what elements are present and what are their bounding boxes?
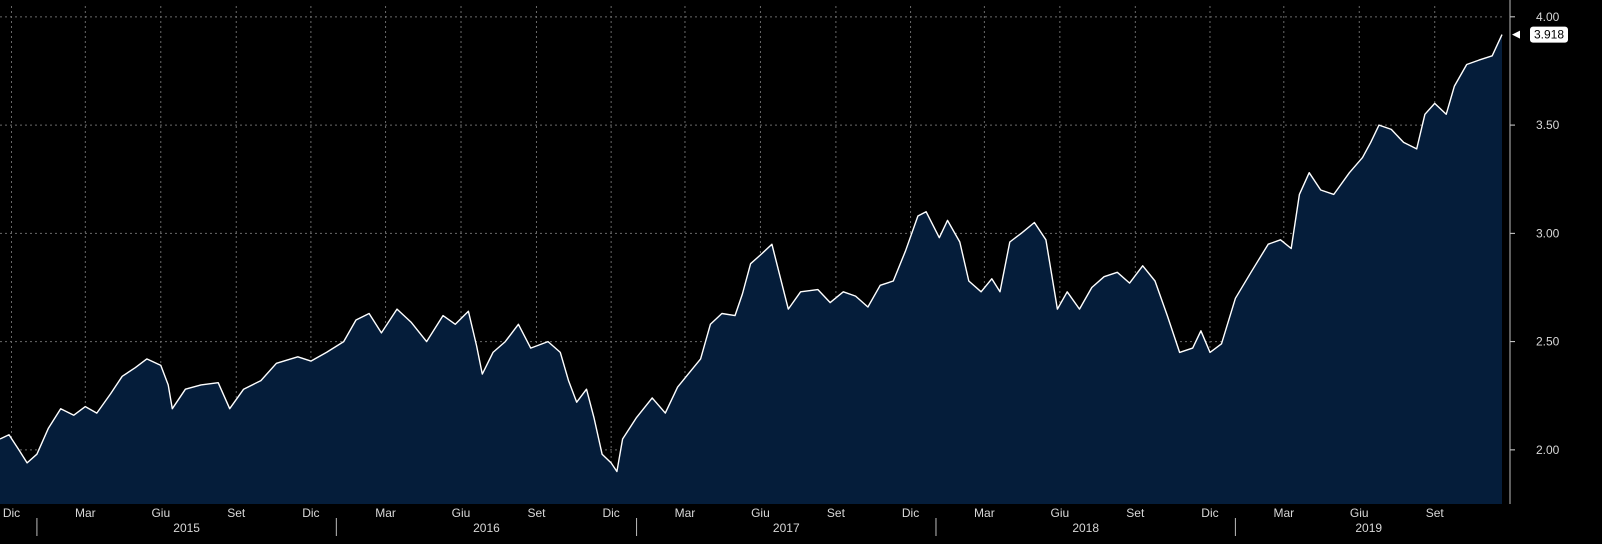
series-line — [0, 34, 1503, 473]
year-label: 2016 — [473, 521, 500, 535]
x-tick-label: Giu — [1051, 506, 1070, 520]
x-tick-label: Dic — [902, 506, 919, 520]
x-tick-label: Dic — [1201, 506, 1218, 520]
x-tick-label: Set — [827, 506, 846, 520]
x-tick-label: Giu — [751, 506, 770, 520]
y-tick-label: 2.50 — [1536, 335, 1560, 349]
x-axis: Dic Mar Giu Set Dic Mar Giu Set Dic Mar Giu Set Dic M… — [3, 506, 1445, 536]
year-label: 2017 — [773, 521, 800, 535]
year-label: 2019 — [1355, 521, 1382, 535]
year-label: 2015 — [173, 521, 200, 535]
year-label: 2018 — [1072, 521, 1099, 535]
x-tick-label: Mar — [974, 506, 995, 520]
last-value-marker: 3.918 — [1512, 26, 1568, 43]
x-tick-label: Set — [527, 506, 546, 520]
x-tick-label: Dic — [602, 506, 619, 520]
last-value-label: 3.918 — [1534, 28, 1564, 42]
x-tick-label: Mar — [75, 506, 96, 520]
last-value-arrow — [1512, 30, 1520, 39]
x-tick-label: Mar — [675, 506, 696, 520]
x-tick-label: Set — [1426, 506, 1445, 520]
last-value-box — [1530, 26, 1568, 43]
x-tick-label: Set — [1126, 506, 1145, 520]
y-axis: 2.00 2.50 3.00 3.50 4.00 — [1509, 0, 1560, 504]
x-tick-label: Giu — [452, 506, 471, 520]
y-tick-label: 3.00 — [1536, 226, 1560, 240]
y-tick-label: 4.00 — [1536, 10, 1560, 24]
x-tick-label: Dic — [3, 506, 20, 520]
x-tick-label: Giu — [151, 506, 170, 520]
x-tick-label: Mar — [375, 506, 396, 520]
x-tick-label: Mar — [1273, 506, 1294, 520]
series-area — [0, 34, 1502, 504]
x-tick-label: Dic — [302, 506, 319, 520]
x-tick-label: Set — [227, 506, 246, 520]
x-tick-label: Giu — [1350, 506, 1369, 520]
y-tick-label: 3.50 — [1536, 118, 1560, 132]
y-tick-label: 2.00 — [1536, 443, 1560, 457]
